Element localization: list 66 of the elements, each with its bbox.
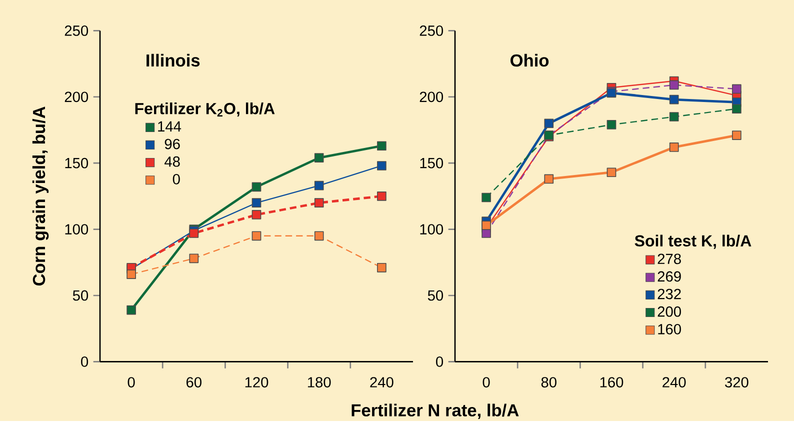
x-tick-label: 120 bbox=[245, 376, 268, 388]
point bbox=[732, 130, 742, 140]
x-tick-label: 240 bbox=[662, 376, 686, 388]
y-tick-label: 100 bbox=[420, 224, 444, 234]
legend-title: Fertilizer K$_{2}$O, lb/A bbox=[135, 102, 275, 116]
x-tick-label: 0 bbox=[128, 376, 135, 388]
x-tick-label: 240 bbox=[370, 376, 394, 388]
point bbox=[377, 141, 386, 150]
text: Illinois bbox=[146, 54, 200, 66]
y-tick-label: 150 bbox=[420, 158, 444, 168]
y-tick-label: 50 bbox=[72, 290, 88, 300]
point bbox=[189, 254, 199, 263]
point bbox=[189, 228, 199, 238]
point bbox=[377, 262, 386, 272]
point bbox=[314, 152, 324, 162]
point bbox=[377, 191, 386, 201]
x-tick-label: 80 bbox=[541, 376, 556, 388]
y-tick-label: 0 bbox=[81, 356, 88, 367]
point bbox=[252, 231, 262, 240]
x-axis-title: Fertilizer N rate, lb/A bbox=[352, 404, 519, 419]
point bbox=[544, 118, 554, 128]
legend-label: 144 bbox=[158, 121, 182, 132]
legend-label: 278 bbox=[658, 254, 681, 264]
point bbox=[314, 198, 324, 208]
legend-title: Soil test K, lb/A bbox=[634, 234, 752, 249]
legend-label: 48 bbox=[164, 156, 180, 167]
point bbox=[314, 180, 324, 190]
x-tick-label: 60 bbox=[186, 376, 202, 388]
x-tick-label: 180 bbox=[308, 376, 331, 388]
point bbox=[377, 160, 386, 170]
y-tick-label: 0 bbox=[436, 356, 444, 367]
legend-label: 160 bbox=[658, 324, 681, 334]
x-tick-label: 160 bbox=[600, 376, 624, 388]
y-tick-label: 200 bbox=[64, 92, 88, 102]
y-tick-label: 50 bbox=[428, 290, 444, 300]
point bbox=[314, 231, 324, 240]
point bbox=[252, 198, 262, 208]
point bbox=[606, 168, 616, 177]
x-tick-label: 320 bbox=[725, 376, 748, 388]
point bbox=[732, 84, 742, 94]
y-tick-label: 250 bbox=[64, 25, 88, 36]
legend-label: 96 bbox=[164, 138, 180, 150]
legend-label: 0 bbox=[172, 174, 180, 184]
legend-label: 269 bbox=[658, 271, 681, 282]
point bbox=[732, 104, 742, 114]
point bbox=[669, 142, 679, 152]
y-tick-label: 150 bbox=[65, 158, 88, 168]
point bbox=[252, 182, 262, 192]
legend-label: 232 bbox=[658, 288, 681, 300]
point bbox=[544, 174, 554, 184]
y-axis-title: Corn grain yield, bu/A bbox=[32, 106, 49, 286]
point bbox=[126, 269, 136, 279]
x-tick-label: 0 bbox=[482, 376, 490, 388]
point bbox=[482, 192, 491, 202]
point bbox=[252, 210, 262, 220]
point bbox=[606, 120, 616, 130]
point bbox=[669, 94, 679, 104]
point bbox=[482, 220, 491, 230]
legend-label: 200 bbox=[658, 306, 681, 317]
y-tick-label: 250 bbox=[420, 25, 444, 36]
point bbox=[669, 112, 679, 122]
text: Ohio bbox=[510, 54, 549, 66]
y-tick-label: 100 bbox=[65, 224, 88, 234]
point bbox=[669, 80, 679, 90]
point bbox=[126, 305, 136, 315]
y-tick-label: 200 bbox=[420, 92, 444, 102]
